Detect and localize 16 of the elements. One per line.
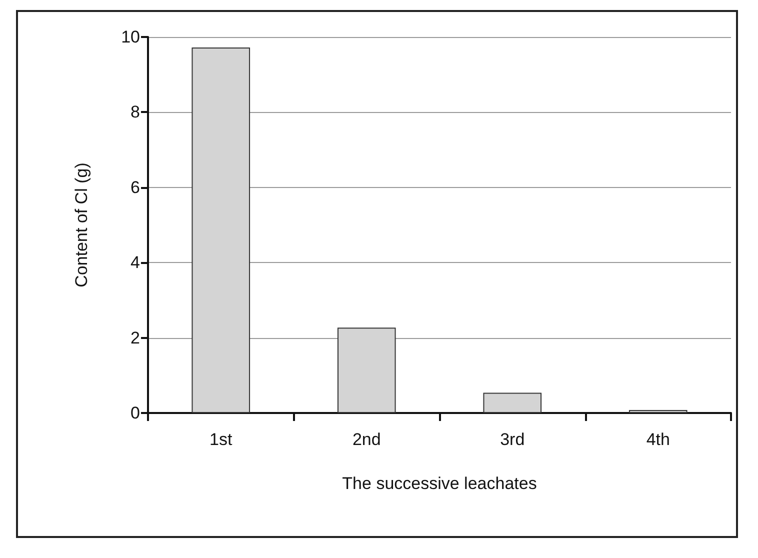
x-tick-label: 3rd <box>500 430 525 449</box>
y-tick-label: 6 <box>130 178 140 197</box>
y-axis-title: Content of Cl (g) <box>72 162 91 288</box>
x-axis-title: The successive leachates <box>342 474 537 493</box>
y-tick-label: 4 <box>130 253 140 272</box>
bar <box>192 48 250 413</box>
y-tick-label: 2 <box>130 328 140 348</box>
x-tick-label: 4th <box>646 430 670 449</box>
x-tick-label: 1st <box>210 430 232 449</box>
x-tick-label: 2nd <box>352 430 381 449</box>
bar <box>628 410 688 413</box>
y-tick-label: 8 <box>130 102 140 122</box>
y-tick-label: 10 <box>121 28 140 46</box>
y-tick-label: 0 <box>130 404 140 422</box>
bar <box>483 392 542 413</box>
bar <box>337 328 396 413</box>
